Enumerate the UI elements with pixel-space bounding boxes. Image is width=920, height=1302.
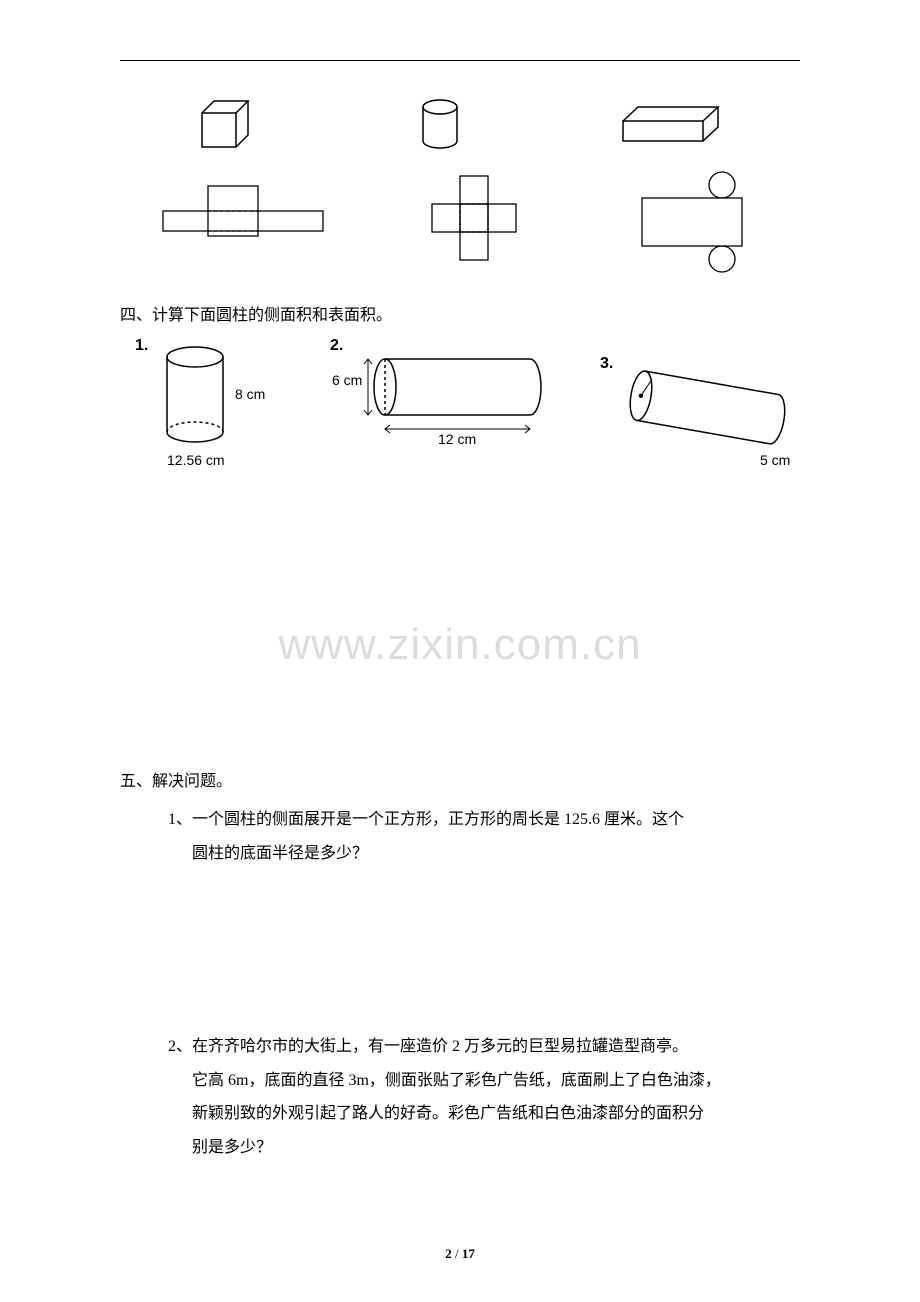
cube-net-icon	[400, 171, 560, 271]
cylinder-3-figure: 5 cm	[590, 337, 820, 477]
q1-line2: 圆柱的底面半径是多少？	[192, 837, 800, 871]
cylinder-1-figure: 8 cm 12.56 cm	[120, 337, 320, 477]
cube-icon	[182, 91, 272, 161]
page-total: 17	[462, 1246, 475, 1261]
cuboid-net-icon	[153, 171, 333, 271]
q2-line2: 它高 6m，底面的直径 3m，侧面张贴了彩色广告纸，底面刷上了白色油漆，	[192, 1064, 800, 1098]
q2-line3: 新颖别致的外观引起了路人的好奇。彩色广告纸和白色油漆部分的面积分	[192, 1097, 800, 1131]
section-4-title: 四、计算下面圆柱的侧面积和表面积。	[120, 301, 800, 325]
num-1: 1.	[135, 337, 148, 355]
cylinder-2-figure: 6 cm 12 cm	[330, 337, 580, 457]
section-5-title: 五、解决问题。	[120, 767, 800, 791]
nets-row	[120, 171, 800, 281]
num-3: 3.	[600, 355, 613, 373]
problem-2: 2. 6 cm 12 cm	[330, 337, 580, 457]
len-label-2: 12 cm	[438, 431, 476, 447]
len-label-3: 5 cm	[760, 452, 790, 468]
q2-line1: 在齐齐哈尔市的大街上，有一座造价 2 万多元的巨型易拉罐造型商亭。	[192, 1038, 688, 1055]
cylinder-problems: 1. 8 cm 12.56 cm 2.	[120, 337, 800, 477]
q1-num: 1、	[168, 811, 192, 828]
cylinder-small-icon	[395, 91, 485, 161]
q1-line1: 一个圆柱的侧面展开是一个正方形，正方形的周长是 125.6 厘米。这个	[192, 811, 684, 828]
d-label-2: 6 cm	[332, 372, 362, 388]
cuboid-icon	[608, 91, 738, 161]
page-footer: 2 / 17	[0, 1246, 920, 1262]
q2-line4: 别是多少？	[192, 1131, 800, 1165]
q2-num: 2、	[168, 1038, 192, 1055]
page-sep: /	[452, 1246, 462, 1261]
page-content: 四、计算下面圆柱的侧面积和表面积。 1. 8 cm 12.56 cm 2.	[120, 60, 800, 1242]
h-label-1: 8 cm	[235, 386, 265, 402]
header-rule	[120, 60, 800, 61]
spacer-1	[120, 477, 800, 747]
problem-3: 3. 5 cm	[590, 337, 820, 477]
num-2: 2.	[330, 337, 343, 355]
q2: 2、在齐齐哈尔市的大街上，有一座造价 2 万多元的巨型易拉罐造型商亭。	[168, 1030, 800, 1064]
base-label-1: 12.56 cm	[167, 452, 225, 468]
q1: 1、一个圆柱的侧面展开是一个正方形，正方形的周长是 125.6 厘米。这个	[168, 803, 800, 837]
problem-1: 1. 8 cm 12.56 cm	[120, 337, 320, 477]
solids-row	[120, 91, 800, 161]
spacer-2	[120, 870, 800, 1030]
cylinder-net-icon	[627, 171, 767, 281]
